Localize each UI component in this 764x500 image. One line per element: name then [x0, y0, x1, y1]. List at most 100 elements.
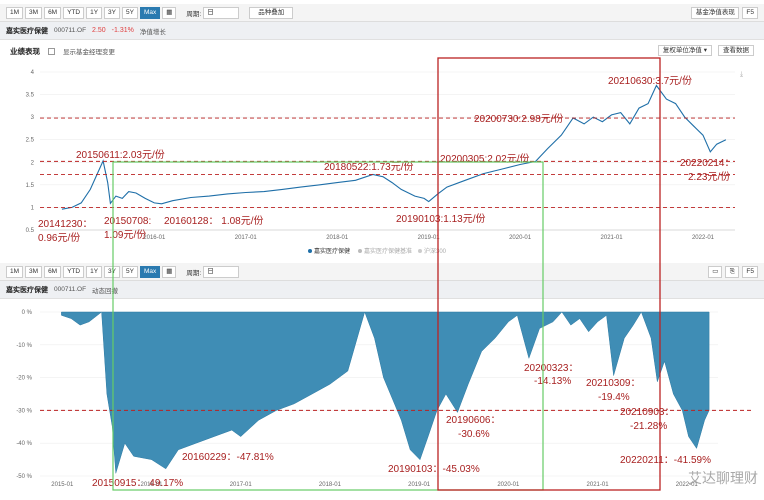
y-tick-label: 1.5: [26, 183, 35, 189]
annotation-label: 20200305:2.02元/份: [440, 153, 530, 165]
refresh-button[interactable]: F5: [742, 7, 758, 19]
legend-marker: [358, 249, 362, 253]
range-button-max[interactable]: Max: [139, 265, 161, 278]
range-button-3y[interactable]: 3Y: [104, 265, 120, 278]
legend-marker: [308, 249, 312, 253]
bottom-title-bar: 嘉实医疗保健 000711.OF 动态回撤: [0, 281, 764, 299]
period-label: 周期:: [186, 269, 202, 277]
export-icon[interactable]: ⎘: [725, 266, 740, 278]
y-tick-label: 1: [31, 205, 35, 211]
y-tick-label: 3.5: [26, 93, 35, 99]
x-tick-label: 2019-01: [418, 235, 441, 241]
annotation-label: 20150915： 49.17%: [92, 478, 183, 489]
annotation-label: 20210309：: [586, 378, 641, 389]
top-toolbar-right: 基金净值表现 F5: [691, 7, 758, 19]
y-tick-label: 4: [31, 70, 35, 76]
annotation-label: -19.4%: [598, 392, 630, 403]
x-tick-label: 2020-01: [497, 482, 520, 488]
top-toolbar: 1M 3M 6M YTD 1Y 3Y 5Y Max ▦ 周期: 日 品种叠加 基金净值表现 F…: [0, 4, 764, 22]
y-tick-label: -50 %: [16, 474, 32, 480]
x-tick-label: 2019-01: [408, 482, 431, 488]
period-label: 周期:: [186, 10, 202, 18]
bottom-toolbar-right: ▭ ⎘ F5: [708, 266, 758, 278]
view-data-button[interactable]: 查看数据: [718, 45, 754, 56]
bottom-toolbar: 1M 3M 6M YTD 1Y 3Y 5Y Max ▦ 周期: 日 ▭ ⎘ F5: [0, 263, 764, 281]
y-tick-label: -20 %: [16, 376, 32, 382]
nav-change: -1.31%: [111, 27, 134, 34]
range-button-3m[interactable]: 3M: [25, 265, 43, 278]
period-select[interactable]: 日: [203, 6, 240, 19]
image-icon[interactable]: ▭: [708, 266, 723, 278]
annotation-label: 20210903：: [620, 407, 675, 418]
range-button-1m[interactable]: 1M: [6, 265, 24, 278]
fund-code: 000711.OF: [54, 27, 87, 34]
y-tick-label: -40 %: [16, 441, 32, 447]
annotation-label: 1.09元/份: [104, 229, 146, 241]
annotation-label: 2.23元/份: [688, 171, 730, 183]
y-tick-label: 2.5: [26, 138, 35, 144]
x-tick-label: 2018-01: [319, 482, 342, 488]
nav-series-line: [61, 84, 727, 210]
range-button-1y[interactable]: 1Y: [86, 6, 103, 19]
fund-name: 嘉实医疗保健: [6, 286, 48, 294]
nav-type-select[interactable]: 复权单位净值 ▾: [657, 45, 712, 56]
annotation-label: 20190103:1.13元/份: [396, 213, 486, 225]
annotation-label: -14.13%: [534, 376, 571, 387]
performance-bar: 业绩表现 显示基金经理变更 复权单位净值 ▾ 查看数据: [0, 42, 764, 60]
y-tick-label: 3: [31, 115, 35, 121]
legend-label: 嘉实医疗保健: [314, 247, 350, 255]
range-button-5y[interactable]: 5Y: [122, 265, 138, 278]
y-tick-label: -30 %: [16, 408, 32, 414]
compare-button[interactable]: 品种叠加: [249, 6, 294, 19]
annotation-label: 20190103：-45.03%: [388, 464, 480, 475]
legend-marker: [418, 249, 422, 253]
annotation-label: 20220214：: [680, 158, 735, 169]
x-tick-label: 2018-01: [326, 235, 349, 241]
subtitle: 净值增长: [139, 28, 166, 36]
range-button-3y[interactable]: 3Y: [104, 6, 120, 19]
top-title-bar: 嘉实医疗保健 000711.OF 2.50 -1.31% 净值增长: [0, 22, 764, 40]
annotation-label: 0.96元/份: [38, 232, 80, 244]
fund-code: 000711.OF: [54, 286, 87, 293]
y-tick-label: -10 %: [16, 343, 32, 349]
annotation-label: 20160128： 1.08元/份: [164, 215, 264, 227]
x-tick-label: 2022-01: [676, 482, 699, 488]
annotation-label: 20200730:2.98元/份: [474, 113, 564, 125]
x-tick-label: 2015-01: [51, 482, 74, 488]
period-select[interactable]: 日: [203, 265, 240, 278]
x-tick-label: 2017-01: [230, 482, 253, 488]
performance-title: 业绩表现: [10, 46, 40, 56]
annotation-label: 20220211：-41.59%: [620, 455, 711, 466]
nav-line-chart: 0.5 1 1.5 2 2.5 3 3.5 4 2016-01 2017-01 2018-01 201…: [26, 70, 743, 255]
range-buttons: 1M 3M 6M YTD 1Y 3Y 5Y Max: [6, 265, 161, 278]
annotation-label: 20190606：: [446, 415, 501, 426]
annotation-label: 20141230：: [38, 219, 93, 230]
x-tick-label: 2020-01: [509, 235, 532, 241]
range-button-1y[interactable]: 1Y: [86, 265, 103, 278]
range-button-6m[interactable]: 6M: [44, 265, 62, 278]
range-button-ytd[interactable]: YTD: [63, 6, 85, 19]
refresh-button[interactable]: F5: [742, 266, 758, 278]
range-buttons: 1M 3M 6M YTD 1Y 3Y 5Y Max: [6, 6, 161, 19]
manager-change-label: 显示基金经理变更: [63, 49, 115, 56]
annotation-label: 20200323：: [524, 363, 579, 374]
download-icon: ⤓: [740, 71, 743, 78]
range-button-5y[interactable]: 5Y: [122, 6, 138, 19]
range-button-6m[interactable]: 6M: [44, 6, 62, 19]
range-button-ytd[interactable]: YTD: [63, 265, 85, 278]
watermark-text: 艾达聊理财: [688, 470, 758, 486]
nav-table-button[interactable]: 基金净值表现: [691, 7, 740, 19]
annotation-label: 20160229：-47.81%: [182, 452, 274, 463]
manager-change-checkbox[interactable]: [48, 47, 55, 55]
calendar-icon[interactable]: ▦: [162, 265, 177, 278]
range-button-1m[interactable]: 1M: [6, 6, 24, 19]
x-tick-label: 2022-01: [692, 235, 715, 241]
annotation-label: 20150611:2.03元/份: [76, 149, 165, 161]
watermark: 艾达聊理财: [688, 468, 758, 488]
annotation-label: 20180522:1.73元/份: [324, 161, 414, 173]
x-tick-label: 2017-01: [235, 235, 258, 241]
range-button-max[interactable]: Max: [139, 6, 161, 19]
range-button-3m[interactable]: 3M: [25, 6, 43, 19]
performance-bar-right: 复权单位净值 ▾ 查看数据: [657, 45, 754, 56]
calendar-icon[interactable]: ▦: [162, 6, 177, 19]
